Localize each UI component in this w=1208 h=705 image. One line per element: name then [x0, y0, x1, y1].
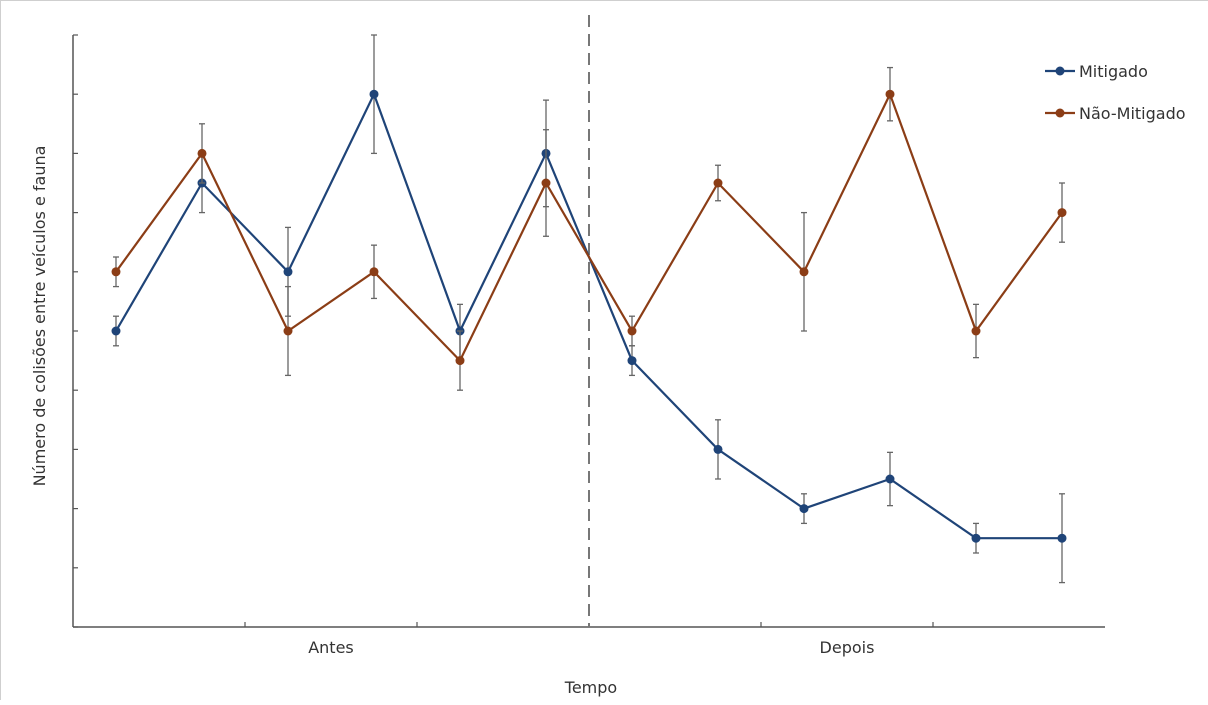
series-nao-mitigado — [111, 66, 1067, 391]
series-layer — [111, 34, 1067, 584]
data-point — [885, 474, 895, 484]
legend-marker — [1055, 66, 1065, 76]
data-point — [111, 267, 121, 277]
data-point — [369, 267, 379, 277]
x-axis-title: Tempo — [564, 678, 617, 697]
data-point — [1057, 208, 1067, 218]
legend-label: Mitigado — [1079, 62, 1148, 81]
data-point — [283, 326, 293, 336]
x-group-label: Antes — [308, 638, 354, 657]
y-axis-title: Número de colisões entre veículos e faun… — [30, 146, 49, 487]
x-group-label: Depois — [820, 638, 875, 657]
legend-marker — [1055, 108, 1065, 118]
data-point — [627, 356, 637, 366]
data-point — [713, 444, 723, 454]
data-point — [1057, 533, 1067, 543]
data-point — [111, 326, 121, 336]
legend: Mitigado Não-Mitigado — [1045, 62, 1186, 123]
data-point — [627, 326, 637, 336]
x-group-labels: Antes Depois — [308, 638, 874, 657]
data-point — [971, 533, 981, 543]
data-point — [713, 178, 723, 188]
data-point — [885, 89, 895, 99]
data-point — [799, 504, 809, 514]
data-point — [369, 89, 379, 99]
data-point — [971, 326, 981, 336]
legend-label: Não-Mitigado — [1079, 104, 1186, 123]
data-point — [283, 267, 293, 277]
data-point — [541, 178, 551, 188]
data-point — [455, 356, 465, 366]
data-point — [799, 267, 809, 277]
series-line — [115, 91, 1063, 363]
data-point — [197, 148, 207, 158]
